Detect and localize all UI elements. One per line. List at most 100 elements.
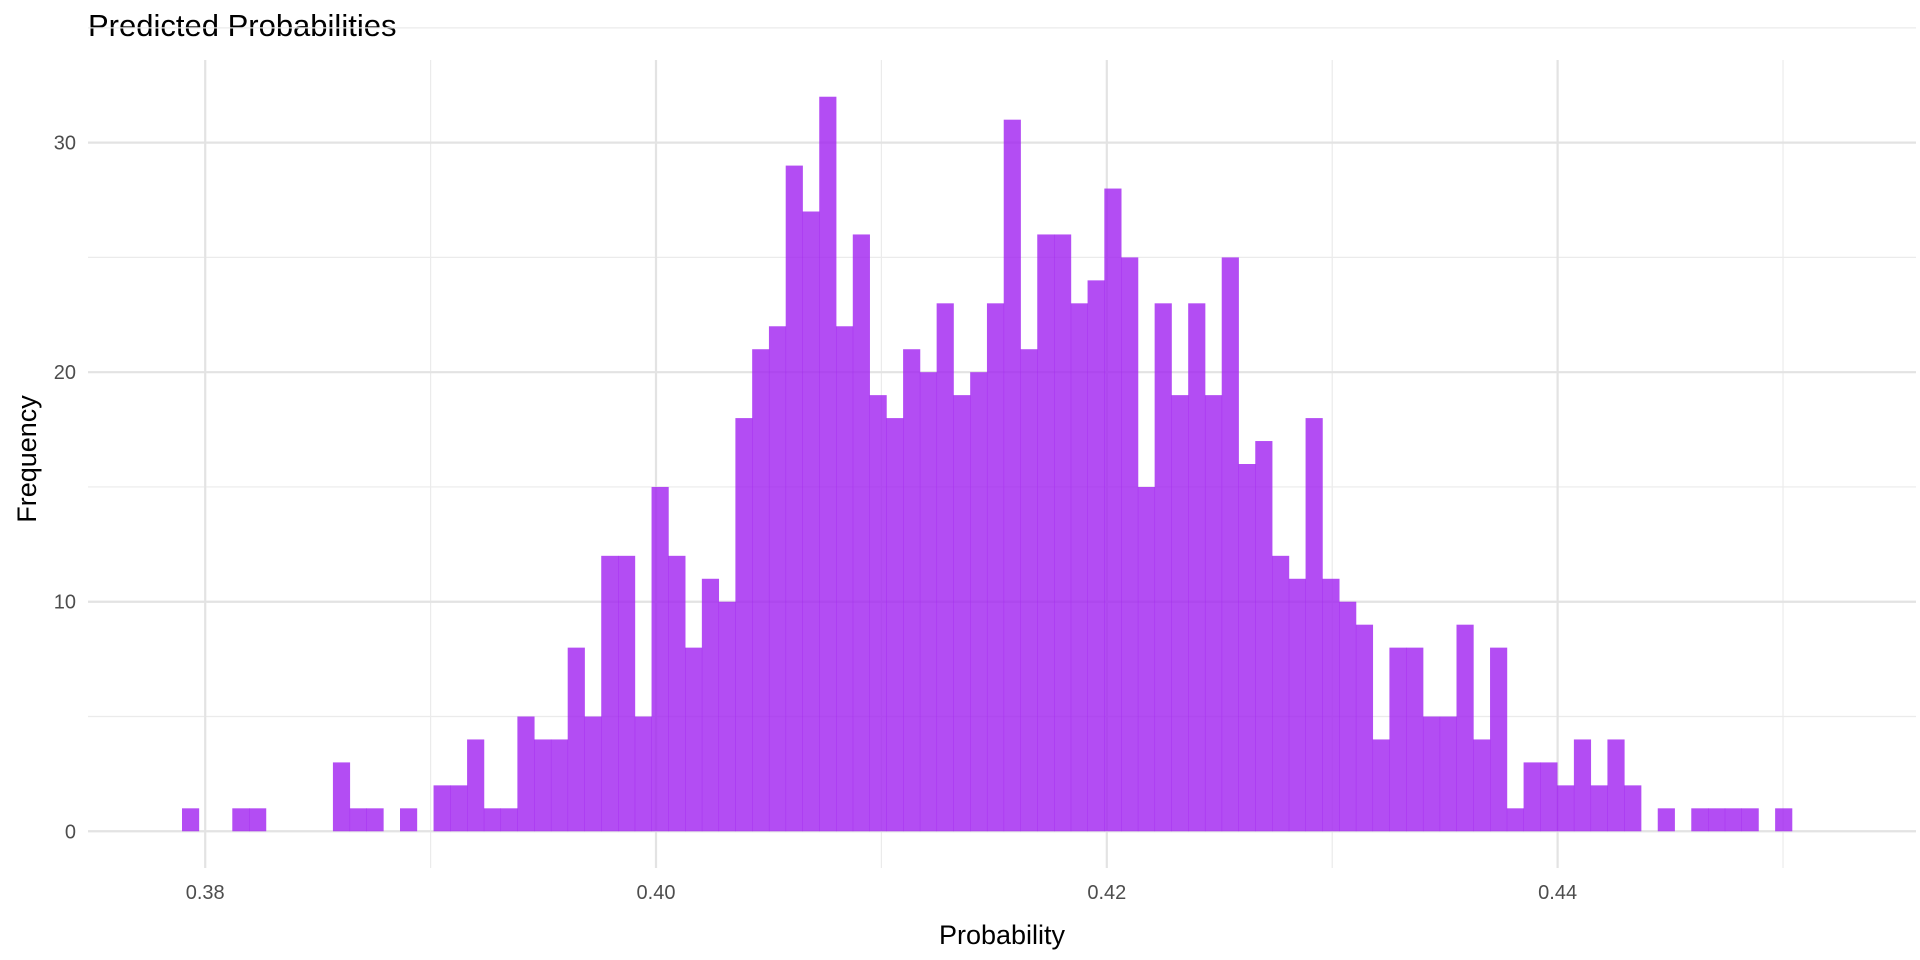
histogram-bar: [1087, 280, 1105, 832]
histogram-bar: [919, 372, 938, 832]
histogram-bar: [1204, 395, 1223, 832]
histogram-bar: [550, 739, 569, 832]
histogram-bar: [1473, 739, 1491, 832]
histogram-bar: [1372, 739, 1390, 832]
x-tick-label: 0.44: [1538, 882, 1577, 904]
histogram-bar: [1439, 716, 1457, 832]
histogram-bar: [1708, 808, 1726, 832]
x-tick-label: 0.42: [1087, 882, 1126, 904]
histogram-bar: [1121, 257, 1139, 832]
histogram-bar: [1691, 808, 1709, 832]
histogram-bar: [903, 349, 921, 832]
histogram-bar: [534, 739, 552, 832]
histogram-bar: [735, 418, 753, 832]
histogram-bar: [1590, 785, 1608, 832]
y-axis-tick-labels: 0 10 20 30: [54, 133, 76, 844]
histogram-bar: [1272, 555, 1290, 832]
histogram-bar: [701, 578, 720, 832]
histogram-bar: [618, 555, 636, 832]
histogram-bar: [1171, 395, 1189, 832]
y-tick-label: 20: [54, 362, 76, 384]
histogram-bar: [953, 395, 971, 832]
histogram-bar: [1104, 188, 1122, 832]
histogram-bar: [886, 418, 904, 832]
histogram-bar: [1339, 601, 1357, 832]
histogram-bar: [1020, 349, 1038, 832]
x-axis-title: Probability: [939, 920, 1066, 950]
histogram-bar: [986, 303, 1005, 832]
histogram-bar: [802, 211, 820, 832]
histogram-bar: [1238, 464, 1256, 832]
histogram-bar: [1422, 716, 1441, 832]
histogram-bar: [1741, 808, 1759, 832]
histogram-bar: [584, 716, 602, 832]
histogram-bar: [1624, 785, 1642, 832]
histogram-bar: [1406, 647, 1424, 832]
histogram-bar: [1355, 624, 1374, 832]
histogram-bar: [936, 303, 954, 832]
histogram-bar: [232, 808, 250, 832]
histogram-bar: [1288, 578, 1306, 832]
histogram-bar: [1221, 257, 1239, 832]
histogram-bar: [517, 716, 535, 832]
histogram-bar: [1137, 486, 1156, 832]
histogram-bar: [819, 96, 837, 832]
histogram-bar: [1255, 441, 1273, 832]
histogram-bar: [249, 808, 267, 832]
x-tick-label: 0.38: [186, 882, 225, 904]
histogram-bar: [1607, 739, 1625, 832]
chart-title: Predicted Probabilities: [88, 8, 397, 43]
histogram-bar: [483, 808, 502, 832]
histogram-bar: [1540, 762, 1558, 832]
histogram-bar: [1490, 647, 1508, 832]
x-tick-label: 0.40: [637, 882, 676, 904]
histogram-bar: [1523, 762, 1541, 832]
y-axis-title: Frequency: [12, 395, 42, 523]
histogram-bar: [433, 785, 451, 832]
histogram-bar: [1573, 739, 1592, 832]
histogram-bar: [567, 647, 585, 832]
histogram-bar: [651, 486, 669, 832]
histogram-bar: [1054, 234, 1072, 832]
histogram-bar: [785, 165, 803, 832]
histogram-bar: [1657, 808, 1675, 832]
y-tick-label: 30: [54, 133, 76, 155]
histogram-bar: [1037, 234, 1055, 832]
histogram-bar: [1456, 624, 1474, 832]
histogram-bar: [467, 739, 485, 832]
histogram-bar: [1322, 578, 1340, 832]
y-tick-label: 10: [54, 592, 76, 614]
histogram-bar: [332, 762, 351, 832]
histogram-bar: [1305, 418, 1323, 832]
histogram-bar: [634, 716, 652, 832]
histogram-bar: [1389, 647, 1407, 832]
histogram-bar: [970, 372, 988, 832]
histogram-bar: [1188, 303, 1206, 832]
histogram-bar: [450, 785, 468, 832]
histogram-bar: [1557, 785, 1575, 832]
histogram-bar: [399, 808, 418, 832]
histogram-bar: [366, 808, 384, 832]
histogram-bar: [601, 555, 619, 832]
histogram-bar: [852, 234, 870, 832]
histogram-bar: [668, 555, 686, 832]
histogram-bar: [768, 326, 787, 832]
histogram-bar: [1154, 303, 1172, 832]
x-axis-tick-labels: 0.38 0.40 0.42 0.44: [186, 882, 1577, 904]
histogram-bar: [718, 601, 736, 832]
histogram-bar: [1506, 808, 1524, 832]
histogram-bar: [349, 808, 367, 832]
histogram-bar: [1724, 808, 1742, 832]
histogram-bar: [685, 647, 703, 832]
histogram-bar: [752, 349, 770, 832]
histogram-bar: [1003, 119, 1021, 832]
histogram-bar: [1775, 808, 1793, 832]
histogram-bar: [500, 808, 518, 832]
y-tick-label: 0: [65, 821, 76, 843]
histogram-bar: [181, 808, 200, 832]
histogram-bar: [836, 326, 854, 832]
histogram-bar: [869, 395, 887, 832]
histogram-bar: [1070, 303, 1088, 832]
histogram-bars: [181, 96, 1793, 832]
